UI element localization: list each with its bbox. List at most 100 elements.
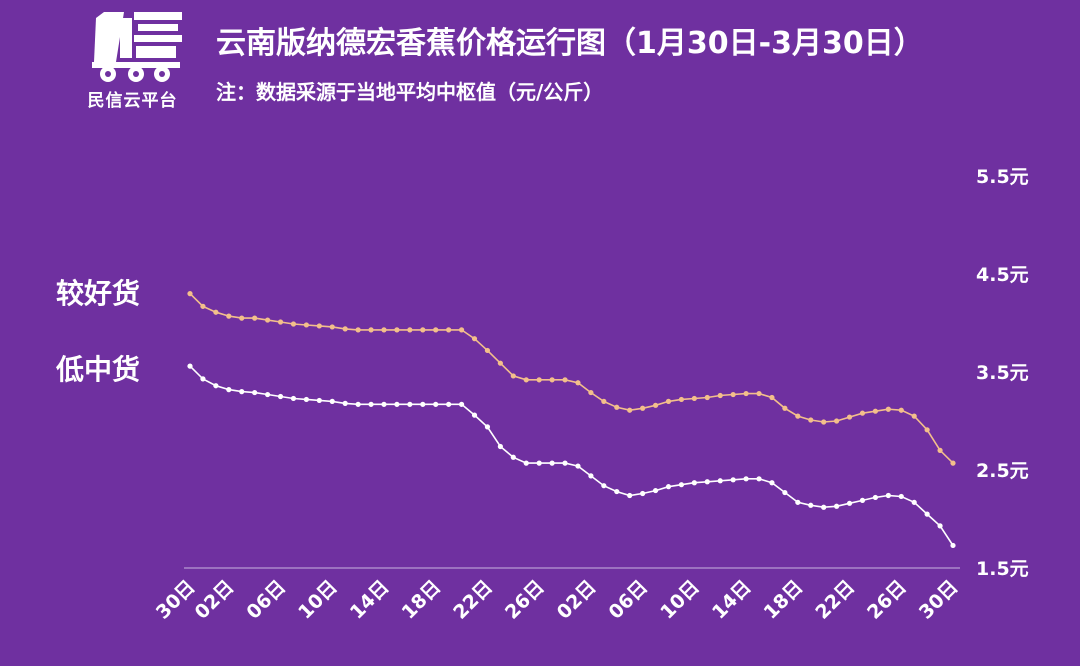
truck-icon	[92, 12, 182, 82]
series-good-point	[290, 321, 297, 327]
series-good-point	[458, 327, 465, 333]
x-tick-label: 10日	[656, 576, 704, 624]
series-good-point	[549, 377, 555, 383]
x-tick-label: 26日	[501, 576, 549, 624]
x-tick-label: 26日	[863, 576, 911, 624]
series-good-point	[640, 405, 646, 411]
series-good-point	[704, 394, 710, 401]
series-low-point	[381, 401, 387, 407]
legend-label-low: 低中货	[56, 353, 141, 386]
series-good-point	[239, 315, 245, 321]
series-low-point	[433, 401, 439, 407]
series-good-point	[911, 413, 917, 419]
series-low-point	[264, 391, 271, 398]
x-tick-label: 22日	[811, 576, 859, 624]
series-good-point	[756, 390, 762, 397]
series-good-point	[575, 380, 581, 386]
series-good-point	[316, 323, 322, 329]
x-tick-label: 18日	[760, 576, 808, 624]
series-good-point	[950, 460, 956, 466]
series-low-point	[484, 424, 491, 430]
series-low-point	[885, 492, 891, 499]
x-tick-label: 06日	[604, 576, 652, 624]
chart-subtitle: 注：数据采源于当地平均中枢值（元/公斤）	[216, 80, 604, 104]
chart-title: 云南版纳德宏香蕉价格运行图（1月30日-3月30日）	[216, 26, 924, 61]
series-good-point	[859, 410, 866, 416]
series-low-point	[394, 401, 400, 407]
series-good-point	[795, 413, 801, 419]
series-low-point	[446, 401, 452, 407]
series-low-point	[316, 397, 322, 404]
series-low-point	[200, 376, 206, 382]
series-good-point	[200, 303, 206, 309]
series-good-point	[614, 404, 620, 410]
x-tick-label: 10日	[294, 576, 342, 624]
series-low-point	[859, 497, 866, 503]
series-low-point	[717, 478, 723, 484]
series-good-point	[872, 408, 879, 414]
x-tick-label: 02日	[553, 576, 601, 624]
series-low-point	[743, 476, 749, 482]
logo-text: 民信云平台	[87, 91, 178, 111]
series-good-point	[691, 395, 697, 402]
series-good-point	[523, 377, 529, 383]
series-good-point	[924, 427, 930, 433]
series-low-point	[187, 363, 193, 369]
series-low-line	[189, 365, 954, 546]
x-tick-label: 18日	[398, 576, 446, 624]
x-tick-label: 22日	[449, 576, 497, 624]
series-good-point	[213, 309, 219, 315]
series-good-point	[562, 377, 568, 383]
series-good-point	[717, 392, 723, 399]
x-tick-label: 14日	[708, 576, 756, 624]
series-good-point	[898, 407, 904, 413]
series-good-point	[355, 327, 361, 333]
series-low-point	[704, 479, 710, 485]
series-low-point	[368, 401, 374, 407]
series-low-point	[665, 484, 672, 490]
series-good-point	[381, 327, 387, 333]
series-low-point	[303, 396, 309, 403]
series-good-point	[420, 327, 426, 333]
series-good-point	[497, 360, 503, 366]
series-low-point	[756, 476, 762, 482]
series-good-point	[329, 324, 335, 330]
series-low-point	[458, 401, 465, 407]
series-good-point	[834, 418, 840, 424]
series-low-point	[471, 412, 478, 418]
series-good-point	[303, 322, 309, 328]
series-good-point	[808, 417, 814, 423]
series-good-point	[743, 390, 749, 397]
series-low-point	[290, 395, 297, 402]
x-tick-label: 14日	[346, 576, 394, 624]
series-good-point	[821, 419, 827, 425]
series-low-point	[549, 460, 555, 466]
series-good-point	[652, 402, 659, 408]
logo: 民信云平台	[80, 10, 185, 115]
series-good-point	[433, 327, 439, 333]
series-low-point	[497, 443, 503, 450]
series-low-point	[691, 480, 697, 486]
series-good-point	[536, 377, 542, 383]
series-low-point	[420, 401, 426, 407]
series-low-point	[911, 499, 917, 505]
y-tick-label: 2.5元	[976, 460, 1029, 482]
series-low-point	[614, 488, 620, 495]
series-low-point	[846, 500, 853, 506]
series-good-line	[189, 293, 954, 464]
series-good-point	[407, 327, 413, 333]
series-good-point	[846, 414, 853, 420]
legend-label-good: 较好货	[56, 277, 141, 310]
series-low-point	[937, 523, 943, 529]
y-tick-label: 5.5元	[976, 166, 1029, 188]
series-low-point	[588, 473, 594, 479]
series-low-point	[821, 504, 827, 510]
series-low-point	[342, 400, 348, 406]
x-tick-label: 30日	[152, 576, 200, 624]
series-good-point	[471, 336, 478, 342]
series-good-point	[226, 313, 232, 319]
series-good-point	[885, 406, 891, 412]
series-low-point	[601, 483, 607, 489]
series-good-point	[187, 291, 193, 297]
